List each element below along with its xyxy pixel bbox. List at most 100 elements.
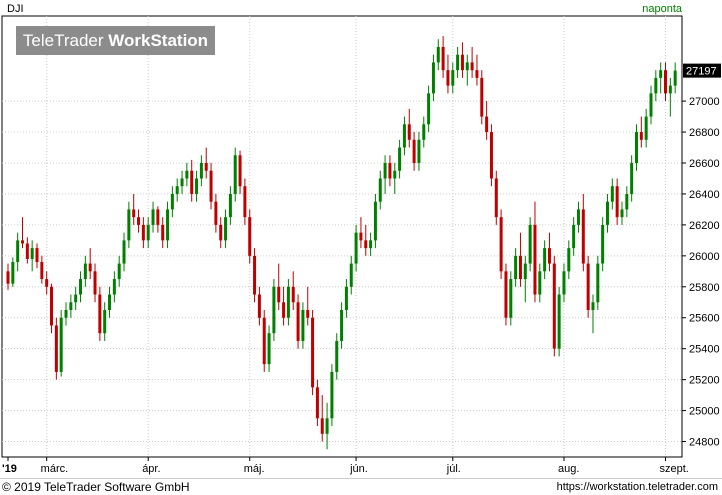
candle-body bbox=[335, 340, 339, 372]
candle-body bbox=[543, 248, 547, 272]
candle-body bbox=[340, 310, 344, 341]
candle-body bbox=[238, 155, 242, 187]
candle-body bbox=[572, 224, 576, 249]
teletrader-watermark: TeleTrader WorkStation bbox=[16, 26, 215, 55]
candle-body bbox=[306, 310, 310, 318]
y-tick-label: 25200 bbox=[689, 375, 720, 387]
candle-body bbox=[272, 286, 276, 334]
candle-body bbox=[156, 209, 160, 225]
candle-body bbox=[257, 294, 261, 318]
y-tick-label: 26800 bbox=[689, 127, 720, 139]
candle-body bbox=[253, 255, 257, 295]
candle-body bbox=[330, 371, 334, 419]
price-axis: 24800 25000 25200 25400 25600 25800 26000 26200… bbox=[682, 63, 721, 449]
y-tick-label: 24800 bbox=[689, 437, 720, 449]
candle-body bbox=[35, 248, 39, 263]
candle-body bbox=[127, 209, 131, 241]
watermark-part2: WorkStation bbox=[108, 31, 209, 50]
candle-body bbox=[639, 132, 643, 140]
candle-body bbox=[354, 232, 358, 264]
candle-body bbox=[605, 201, 609, 225]
candle-body bbox=[383, 163, 387, 179]
candle-body bbox=[161, 224, 165, 241]
candle-body bbox=[45, 279, 49, 287]
candle-body bbox=[596, 263, 600, 303]
candle-body bbox=[552, 263, 556, 349]
candle-body bbox=[480, 77, 484, 117]
candle-body bbox=[533, 224, 537, 295]
candle-body bbox=[659, 70, 663, 78]
candle-body bbox=[654, 77, 658, 94]
candle-body bbox=[567, 248, 571, 272]
candle-body bbox=[132, 209, 136, 218]
last-price-box bbox=[683, 63, 721, 78]
y-tick-label: 26000 bbox=[689, 251, 720, 263]
candle-body bbox=[83, 263, 87, 280]
y-tick-label: 25800 bbox=[689, 282, 720, 294]
candle-body bbox=[398, 147, 402, 171]
candle-body bbox=[112, 279, 116, 295]
candle-body bbox=[64, 310, 68, 318]
x-tick-label: júl. bbox=[446, 463, 461, 475]
candle-body bbox=[320, 418, 324, 434]
candle-body bbox=[21, 240, 25, 244]
candle-body bbox=[625, 193, 629, 210]
candle-body bbox=[228, 193, 232, 218]
candle-body bbox=[277, 286, 281, 303]
x-tick-label: jún. bbox=[349, 463, 368, 475]
candle-body bbox=[369, 240, 373, 249]
x-tick-label: '19 bbox=[2, 463, 17, 475]
candle-body bbox=[581, 209, 585, 264]
candle-body bbox=[16, 240, 20, 263]
plot-frame bbox=[1, 15, 683, 458]
candle-body bbox=[499, 217, 503, 272]
candle-body bbox=[69, 302, 73, 310]
candle-body bbox=[630, 163, 634, 194]
x-tick-label: márc. bbox=[41, 463, 68, 475]
candle-body bbox=[518, 255, 522, 280]
candle-body bbox=[224, 217, 228, 241]
candle-body bbox=[359, 232, 363, 241]
candle-body bbox=[166, 209, 170, 241]
candle-body bbox=[175, 186, 179, 194]
candle-body bbox=[615, 186, 619, 218]
candle-body bbox=[219, 224, 223, 241]
period-label[interactable]: naponta bbox=[642, 3, 682, 15]
candle-body bbox=[393, 170, 397, 179]
candle-body bbox=[11, 262, 15, 284]
candle-body bbox=[547, 248, 551, 264]
candle-body bbox=[431, 62, 435, 94]
candle-body bbox=[311, 317, 315, 388]
candle-body bbox=[262, 317, 266, 365]
candle-body bbox=[349, 263, 353, 287]
candle-body bbox=[436, 46, 440, 63]
candle-body bbox=[576, 209, 580, 225]
candle-body bbox=[117, 263, 121, 280]
symbol-label: DJI bbox=[7, 3, 24, 15]
x-tick-label: máj. bbox=[244, 463, 265, 475]
candle-body bbox=[170, 193, 174, 210]
candle-body bbox=[146, 224, 150, 241]
y-tick-label: 25000 bbox=[689, 406, 720, 418]
candle-body bbox=[649, 93, 653, 117]
candle-body bbox=[248, 217, 252, 256]
candle-body bbox=[446, 70, 450, 86]
y-tick-label: 27000 bbox=[689, 96, 720, 108]
candle-body bbox=[108, 294, 112, 310]
candle-body bbox=[509, 279, 513, 318]
candle-body bbox=[451, 70, 455, 86]
candle-body bbox=[663, 70, 667, 94]
candle-body bbox=[538, 271, 542, 295]
candle-body bbox=[422, 124, 426, 140]
candle-body bbox=[610, 186, 614, 202]
website-link[interactable]: https://workstation.teletrader.com bbox=[556, 481, 718, 493]
candle-body bbox=[378, 178, 382, 202]
candle-body bbox=[93, 271, 97, 295]
watermark-part1: TeleTrader bbox=[22, 31, 109, 50]
x-tick-label: ápr. bbox=[142, 463, 160, 475]
candle-body bbox=[441, 46, 445, 71]
candle-body bbox=[465, 62, 469, 71]
candle-body bbox=[523, 263, 527, 280]
